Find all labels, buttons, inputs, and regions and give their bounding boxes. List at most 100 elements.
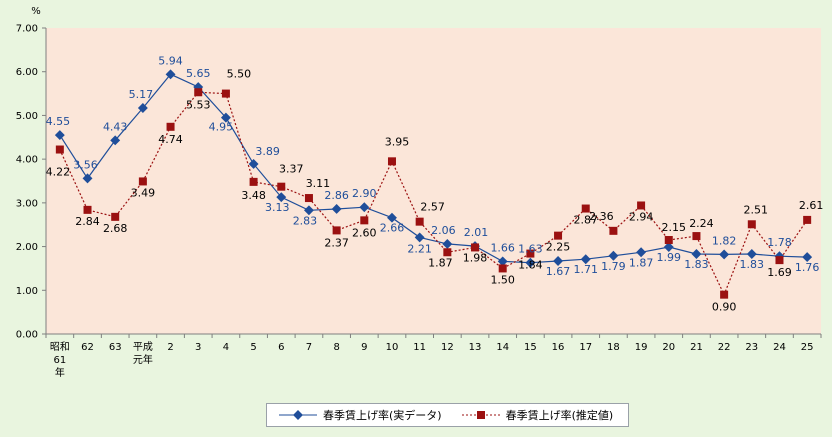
- data-point-estimate: [581, 204, 590, 213]
- data-label-estimate: 2.37: [324, 236, 349, 249]
- data-label-estimate: 4.74: [158, 133, 183, 146]
- x-tick-label: 13: [469, 342, 482, 353]
- data-label-estimate: 2.15: [662, 221, 687, 234]
- data-point-estimate: [637, 201, 646, 210]
- data-point-actual: [110, 135, 121, 146]
- legend-actual-swatch-icon: [279, 410, 317, 420]
- data-point-estimate: [249, 177, 258, 186]
- data-point-estimate: [360, 216, 369, 225]
- data-point-actual: [580, 254, 591, 265]
- data-label-actual: 4.43: [103, 120, 128, 133]
- y-tick-label: 7.00: [16, 24, 38, 35]
- data-label-actual: 5.65: [186, 67, 211, 80]
- y-tick-label: 2.00: [16, 242, 38, 253]
- legend-estimate-label: 春季賃上げ率(推定値): [505, 409, 614, 422]
- data-label-estimate: 5.53: [186, 98, 211, 111]
- y-axis: 0.00 1.00 2.00 3.00 4.00 5.00 6.00 7.00: [16, 24, 46, 341]
- x-tick-label: 10: [386, 342, 399, 353]
- data-label-estimate: 2.60: [352, 226, 377, 239]
- data-point-estimate: [332, 226, 341, 235]
- data-point-actual: [746, 249, 757, 259]
- x-tick-label: 19: [635, 342, 648, 353]
- x-tick-label: 25: [801, 342, 814, 353]
- data-point-estimate: [194, 88, 203, 97]
- data-point-actual: [691, 249, 702, 259]
- data-label-actual: 1.82: [712, 234, 737, 247]
- data-labels: 4.55 3.56 4.43 5.17 5.945.65 4.95 3.89 3.132.83…: [46, 54, 824, 313]
- data-point-estimate: [803, 215, 812, 224]
- data-point-actual: [303, 205, 314, 216]
- data-label-actual: 2.21: [407, 242, 432, 255]
- legend: 春季賃上げ率(実データ) 春季賃上げ率(推定値): [266, 403, 629, 427]
- data-label-actual: 1.99: [657, 251, 682, 264]
- data-label-estimate: 3.48: [241, 189, 266, 202]
- series-line-actual: [59, 73, 808, 264]
- data-point-actual: [442, 238, 453, 249]
- data-label-estimate: 2.36: [589, 210, 614, 223]
- x-tick-label: 18: [607, 342, 620, 353]
- x-tick-label: 21: [690, 342, 703, 353]
- data-label-actual: 1.66: [490, 241, 515, 254]
- data-point-estimate: [166, 122, 175, 131]
- x-tick-label: 2: [167, 342, 173, 353]
- data-label-actual: 3.13: [265, 201, 290, 214]
- data-point-actual: [54, 130, 65, 141]
- data-point-estimate: [720, 290, 729, 299]
- legend-actual-label: 春季賃上げ率(実データ): [323, 409, 442, 422]
- data-point-actual: [359, 202, 370, 213]
- data-point-actual: [165, 69, 176, 80]
- y-tick-label: 3.00: [16, 198, 38, 209]
- x-tick-label: 16: [552, 342, 565, 353]
- data-point-estimate: [387, 157, 396, 166]
- data-label-actual: 1.79: [601, 260, 626, 273]
- x-tick-label: 20: [662, 342, 675, 353]
- data-label-actual: 1.78: [767, 236, 792, 249]
- y-axis-unit-label: %: [31, 6, 41, 17]
- data-label-actual: 4.55: [46, 115, 71, 128]
- plot-area: [46, 28, 821, 334]
- data-label-estimate: 2.57: [420, 201, 445, 214]
- data-label-actual: 1.67: [546, 265, 571, 278]
- data-label-actual: 2.66: [380, 222, 405, 235]
- x-tick-label: 63: [109, 342, 122, 353]
- data-point-estimate: [747, 220, 756, 229]
- data-label-actual: 1.63: [518, 243, 543, 256]
- x-tick-label: 7: [306, 342, 312, 353]
- data-point-actual: [220, 112, 231, 123]
- data-point-actual: [497, 256, 508, 267]
- data-point-actual: [414, 232, 425, 243]
- data-label-actual: 1.87: [629, 256, 654, 269]
- x-tick-label: 4: [223, 342, 229, 353]
- x-tick-label: 11: [413, 342, 426, 353]
- series-lines: [59, 73, 808, 297]
- data-point-actual: [719, 249, 730, 260]
- data-label-estimate: 0.90: [712, 301, 737, 314]
- x-tick-label: 62: [81, 342, 94, 353]
- data-label-estimate: 2.84: [75, 215, 100, 228]
- data-label-actual: 5.17: [129, 88, 154, 101]
- data-label-estimate: 3.11: [306, 177, 331, 190]
- data-label-actual: 1.71: [573, 263, 598, 276]
- data-point-estimate: [471, 243, 480, 252]
- data-label-estimate: 1.87: [428, 256, 453, 269]
- data-label-actual: 1.83: [684, 258, 709, 271]
- series-markers: [54, 69, 813, 299]
- x-tick-label: 14: [496, 342, 509, 353]
- x-tick-label: 5: [250, 342, 256, 353]
- data-label-estimate: 2.94: [629, 210, 654, 223]
- data-label-estimate: 2.87: [573, 214, 598, 227]
- data-point-estimate: [304, 194, 313, 203]
- data-label-actual: 3.89: [255, 145, 280, 158]
- data-label-actual: 5.94: [158, 54, 183, 67]
- data-label-actual: 3.56: [73, 158, 98, 171]
- data-point-estimate: [221, 89, 230, 98]
- x-tick-label: 6: [278, 342, 284, 353]
- data-label-actual: 2.90: [352, 187, 377, 200]
- data-point-actual: [248, 159, 259, 169]
- data-point-estimate: [138, 177, 147, 186]
- x-tick-label: 8: [333, 342, 339, 353]
- data-label-actual: 2.83: [293, 214, 318, 227]
- data-point-estimate: [664, 236, 673, 245]
- data-label-estimate: 3.49: [131, 186, 156, 199]
